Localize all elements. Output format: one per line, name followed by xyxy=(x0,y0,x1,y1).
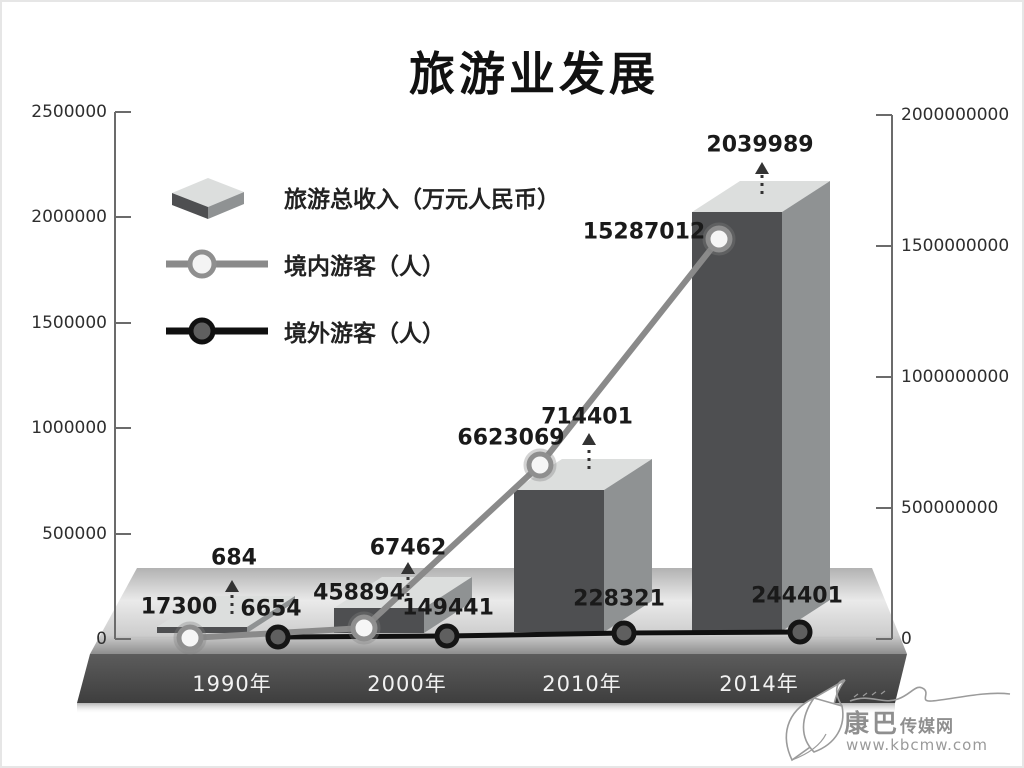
foreign-marker xyxy=(265,624,291,650)
category-label: 1990年 xyxy=(192,672,272,696)
left-axis-tick-label: 1500000 xyxy=(31,313,107,333)
domestic-marker xyxy=(526,451,554,479)
value-label: 6623069 xyxy=(457,425,565,451)
domestic-marker-halo xyxy=(173,621,207,655)
callout-arrow-head xyxy=(225,580,239,592)
value-label: 6654 xyxy=(240,596,302,622)
legend-label-domestic: 境内游客（人） xyxy=(284,254,445,280)
right-axis-tick-label: 1000000000 xyxy=(901,367,1010,387)
legend-item-domestic: 境内游客（人） xyxy=(164,241,560,287)
value-label: 684 xyxy=(211,545,257,571)
legend: 旅游总收入（万元人民币） 境内游客（人） 境外游客（人） xyxy=(164,174,560,375)
domestic-marker-halo xyxy=(347,611,381,645)
foreign-marker xyxy=(787,619,813,645)
bar-side-2014年 xyxy=(782,181,830,631)
bar-side-2010年 xyxy=(604,459,652,632)
bar-top-2010年 xyxy=(514,459,652,490)
value-label: 244401 xyxy=(751,583,843,609)
bar-side-1990年 xyxy=(247,596,295,633)
legend-label-foreign: 境外游客（人） xyxy=(284,321,445,347)
value-label: 17300 xyxy=(140,594,218,620)
domestic-marker xyxy=(350,614,378,642)
legend-domestic-line-icon xyxy=(166,249,268,279)
value-label: 458894 xyxy=(313,580,405,606)
category-label: 2010年 xyxy=(542,672,622,696)
floor-shadow xyxy=(77,703,895,714)
right-axis-tick-label: 1500000000 xyxy=(901,236,1010,256)
domestic-marker xyxy=(705,225,733,253)
value-label: 714401 xyxy=(541,404,633,430)
value-label: 149441 xyxy=(402,595,494,621)
legend-item-revenue: 旅游总收入（万元人民币） xyxy=(164,174,560,220)
bar-top-2014年 xyxy=(692,181,830,212)
callout-arrow-head xyxy=(401,562,415,574)
left-axis-tick-label: 2000000 xyxy=(31,207,107,227)
bar-front-2014年 xyxy=(692,212,782,631)
watermark-url: www.kbcmw.com xyxy=(846,736,988,754)
category-band xyxy=(77,654,907,703)
left-axis-tick-label: 0 xyxy=(96,629,107,649)
foreign-marker xyxy=(434,623,460,649)
value-label: 15287012 xyxy=(582,219,706,245)
left-axis-tick-label: 2500000 xyxy=(31,102,107,122)
watermark-logo-icon xyxy=(785,679,1011,762)
chart-title: 旅游业发展 xyxy=(409,47,659,101)
bar-side-2000年 xyxy=(424,577,472,633)
right-axis-tick-label: 500000000 xyxy=(901,498,999,518)
callout-arrow-head xyxy=(582,433,596,445)
watermark-brand: 康巴传媒网 xyxy=(844,709,955,738)
legend-bar-icon xyxy=(172,178,244,219)
value-label: 228321 xyxy=(573,586,665,612)
right-axis-tick-label: 2000000000 xyxy=(901,105,1010,125)
left-axis-tick-label: 1000000 xyxy=(31,418,107,438)
domestic-marker-halo xyxy=(702,222,736,256)
left-axis-tick-label: 500000 xyxy=(42,524,107,544)
value-label: 67462 xyxy=(369,535,447,561)
legend-item-foreign: 境外游客（人） xyxy=(164,308,560,354)
domestic-marker xyxy=(176,624,204,652)
category-label: 2000年 xyxy=(367,672,447,696)
bar-top-1990年 xyxy=(157,596,295,627)
bar-front-2010年 xyxy=(514,490,604,632)
watermark: 康巴传媒网 www.kbcmw.com xyxy=(772,674,1022,766)
legend-label-revenue: 旅游总收入（万元人民币） xyxy=(284,187,560,213)
value-label: 2039989 xyxy=(706,132,814,158)
legend-foreign-line-icon xyxy=(166,317,268,345)
domestic-marker-halo xyxy=(523,448,557,482)
foreign-marker xyxy=(611,620,637,646)
callout-arrow-head xyxy=(755,162,769,174)
right-axis-tick-label: 0 xyxy=(901,629,912,649)
category-label: 2014年 xyxy=(719,672,799,696)
